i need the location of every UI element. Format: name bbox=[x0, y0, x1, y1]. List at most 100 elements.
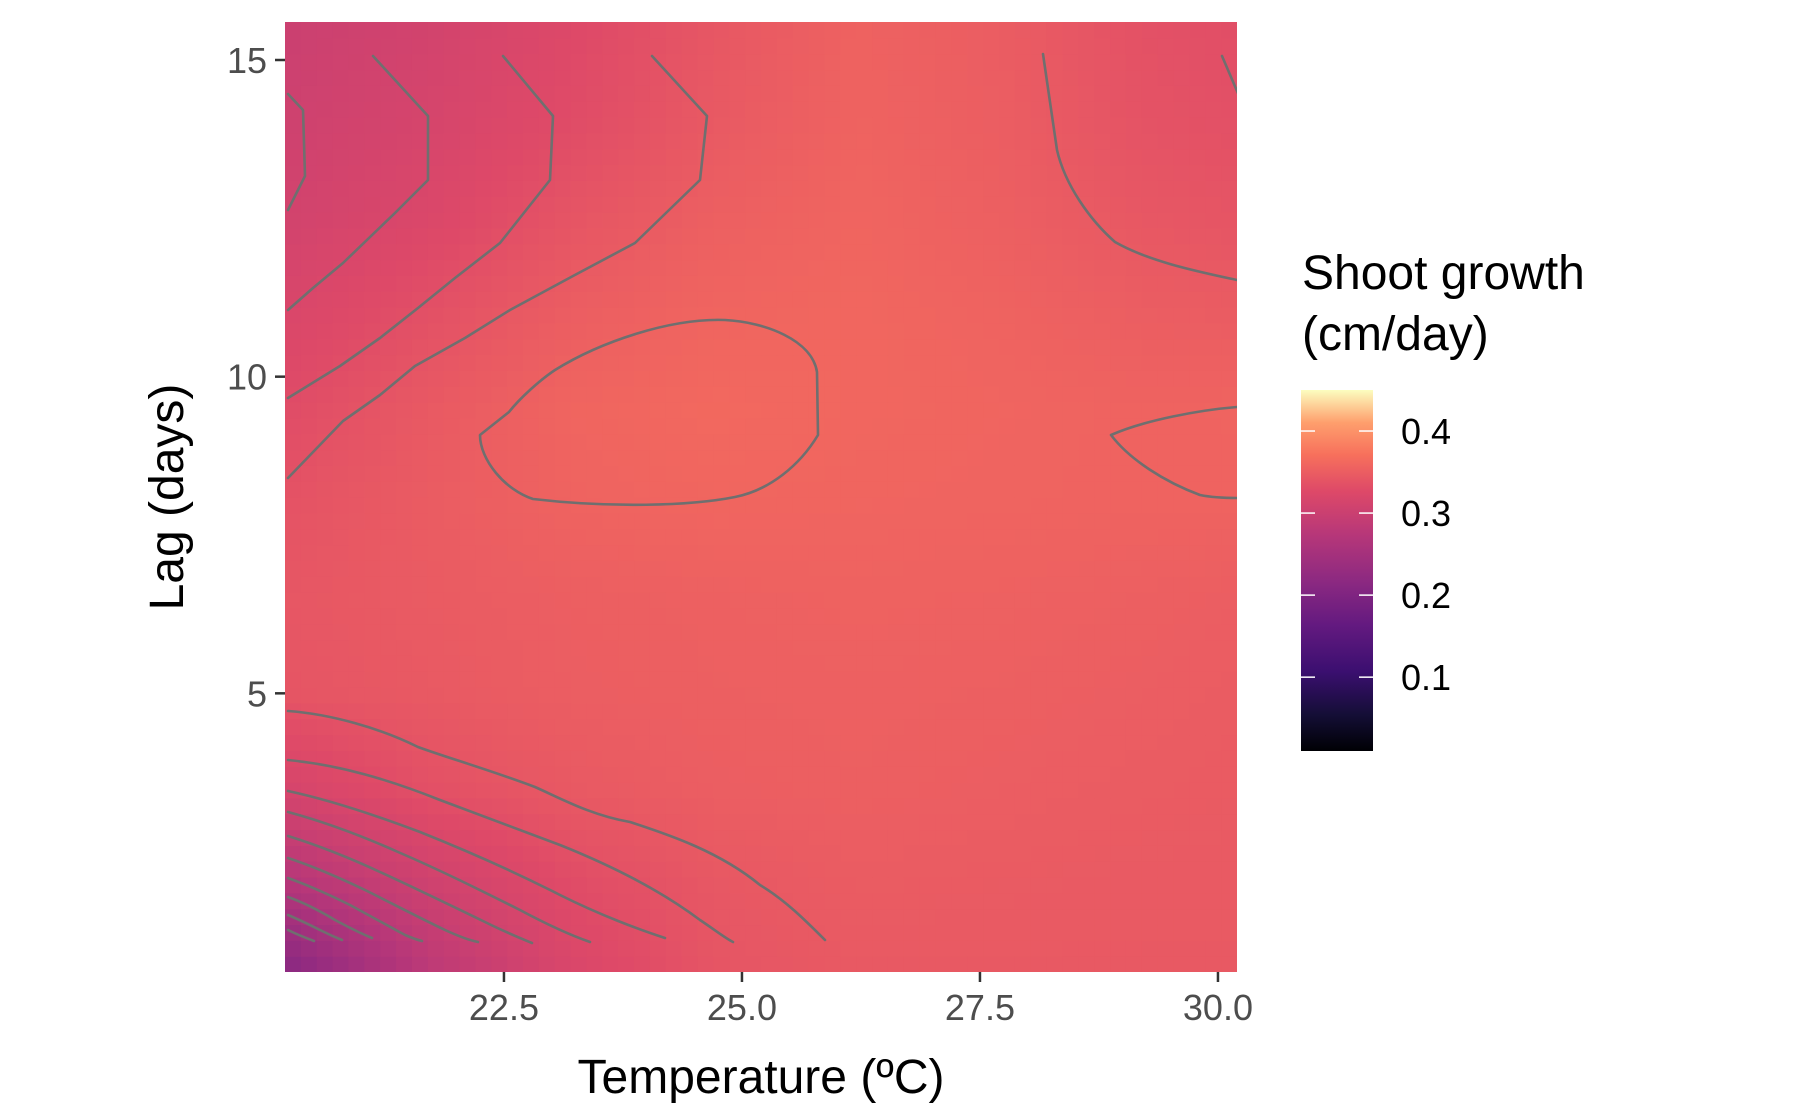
heatmap-cell bbox=[856, 497, 873, 514]
heatmap-cell bbox=[713, 956, 730, 972]
legend-colorbar bbox=[1301, 390, 1373, 751]
heatmap-cell bbox=[983, 924, 1000, 941]
heatmap-cell bbox=[427, 956, 445, 972]
heatmap-cell bbox=[840, 465, 857, 482]
heatmap-cell bbox=[967, 53, 984, 71]
heatmap-cell bbox=[840, 101, 857, 118]
heatmap-cell bbox=[316, 22, 334, 39]
heatmap-cell bbox=[681, 37, 699, 55]
heatmap-cell bbox=[380, 101, 397, 118]
heatmap-cell bbox=[443, 417, 461, 435]
heatmap-cell bbox=[999, 85, 1016, 102]
heatmap-cell bbox=[316, 829, 334, 846]
heatmap-cell bbox=[618, 718, 635, 736]
heatmap-cell bbox=[1062, 354, 1079, 371]
heatmap-cell bbox=[523, 259, 540, 276]
heatmap-cell bbox=[1094, 354, 1111, 371]
heatmap-cell bbox=[427, 655, 445, 672]
heatmap-cell bbox=[1125, 259, 1143, 276]
heatmap-cell bbox=[697, 148, 714, 166]
heatmap-cell bbox=[1046, 481, 1064, 498]
heatmap-cell bbox=[792, 877, 810, 894]
heatmap-cell bbox=[967, 338, 984, 356]
heatmap-cell bbox=[999, 101, 1016, 118]
heatmap-cell bbox=[459, 576, 476, 593]
heatmap-cell bbox=[396, 370, 413, 387]
heatmap-cell bbox=[903, 829, 921, 846]
heatmap-cell bbox=[1221, 243, 1237, 261]
heatmap-cell bbox=[903, 259, 921, 276]
heatmap-cell bbox=[745, 243, 762, 261]
heatmap-cell bbox=[570, 148, 588, 166]
heatmap-cell bbox=[697, 655, 714, 672]
heatmap-cell bbox=[1062, 750, 1079, 767]
heatmap-cell bbox=[681, 940, 699, 957]
heatmap-cell bbox=[808, 940, 826, 957]
heatmap-cell bbox=[745, 861, 762, 878]
heatmap-cell bbox=[523, 528, 540, 546]
heatmap-cell bbox=[903, 702, 921, 720]
heatmap-cell bbox=[808, 259, 826, 276]
heatmap-cell bbox=[967, 386, 984, 403]
heatmap-cell bbox=[1125, 639, 1143, 656]
heatmap-cell bbox=[332, 69, 350, 86]
heatmap-cell bbox=[570, 497, 588, 514]
heatmap-cell bbox=[1078, 718, 1095, 736]
heatmap-cell bbox=[602, 402, 619, 419]
heatmap-cell bbox=[761, 623, 778, 641]
heatmap-cell bbox=[1157, 53, 1175, 71]
heatmap-cell bbox=[602, 766, 619, 783]
heatmap-cell bbox=[554, 607, 572, 625]
heatmap-cell bbox=[999, 702, 1016, 720]
heatmap-cell bbox=[919, 386, 937, 403]
heatmap-cell bbox=[316, 386, 334, 403]
contour-line bbox=[286, 54, 555, 400]
heatmap-cell bbox=[808, 338, 826, 356]
x-tick-label: 30.0 bbox=[1183, 987, 1253, 1028]
heatmap-cell bbox=[586, 291, 603, 308]
heatmap-cell bbox=[951, 956, 968, 972]
heatmap-cell bbox=[776, 877, 794, 894]
heatmap-cell bbox=[1094, 639, 1111, 656]
heatmap-cell bbox=[1030, 845, 1048, 862]
heatmap-cell bbox=[523, 766, 540, 783]
heatmap-cell bbox=[1173, 528, 1190, 546]
heatmap-cell bbox=[491, 639, 508, 656]
heatmap-cell bbox=[554, 655, 572, 672]
heatmap-cell bbox=[1173, 449, 1190, 466]
heatmap-cell bbox=[999, 164, 1016, 181]
heatmap-cell bbox=[761, 528, 778, 546]
heatmap-cell bbox=[745, 227, 762, 245]
heatmap-cell bbox=[951, 259, 968, 276]
heatmap-cell bbox=[808, 164, 826, 181]
heatmap-cell bbox=[1046, 845, 1064, 862]
heatmap-cell bbox=[856, 940, 873, 957]
heatmap-cell bbox=[983, 164, 1000, 181]
heatmap-cell bbox=[872, 338, 889, 356]
heatmap-cell bbox=[840, 956, 857, 972]
heatmap-cell bbox=[951, 512, 968, 530]
heatmap-cell bbox=[491, 275, 508, 292]
heatmap-cell bbox=[840, 877, 857, 894]
heatmap-cell bbox=[935, 196, 952, 213]
heatmap-cell bbox=[459, 892, 476, 910]
heatmap-cell bbox=[1157, 354, 1175, 371]
heatmap-cell bbox=[1014, 671, 1032, 688]
heatmap-cell bbox=[618, 829, 635, 846]
heatmap-cell bbox=[1221, 639, 1237, 656]
heatmap-cell bbox=[634, 53, 651, 71]
heatmap-cell bbox=[1014, 892, 1032, 910]
heatmap-cell bbox=[459, 212, 476, 229]
heatmap-cell bbox=[951, 940, 968, 957]
heatmap-cell bbox=[951, 861, 968, 878]
heatmap-cell bbox=[634, 449, 651, 466]
heatmap-cell bbox=[316, 101, 334, 118]
heatmap-cell bbox=[681, 908, 699, 926]
heatmap-cell bbox=[872, 528, 889, 546]
heatmap-cell bbox=[1205, 180, 1222, 197]
heatmap-cell bbox=[491, 291, 508, 308]
heatmap-cell bbox=[665, 702, 683, 720]
heatmap-cell bbox=[507, 433, 524, 451]
heatmap-cell bbox=[459, 481, 476, 498]
heatmap-cell bbox=[856, 544, 873, 561]
